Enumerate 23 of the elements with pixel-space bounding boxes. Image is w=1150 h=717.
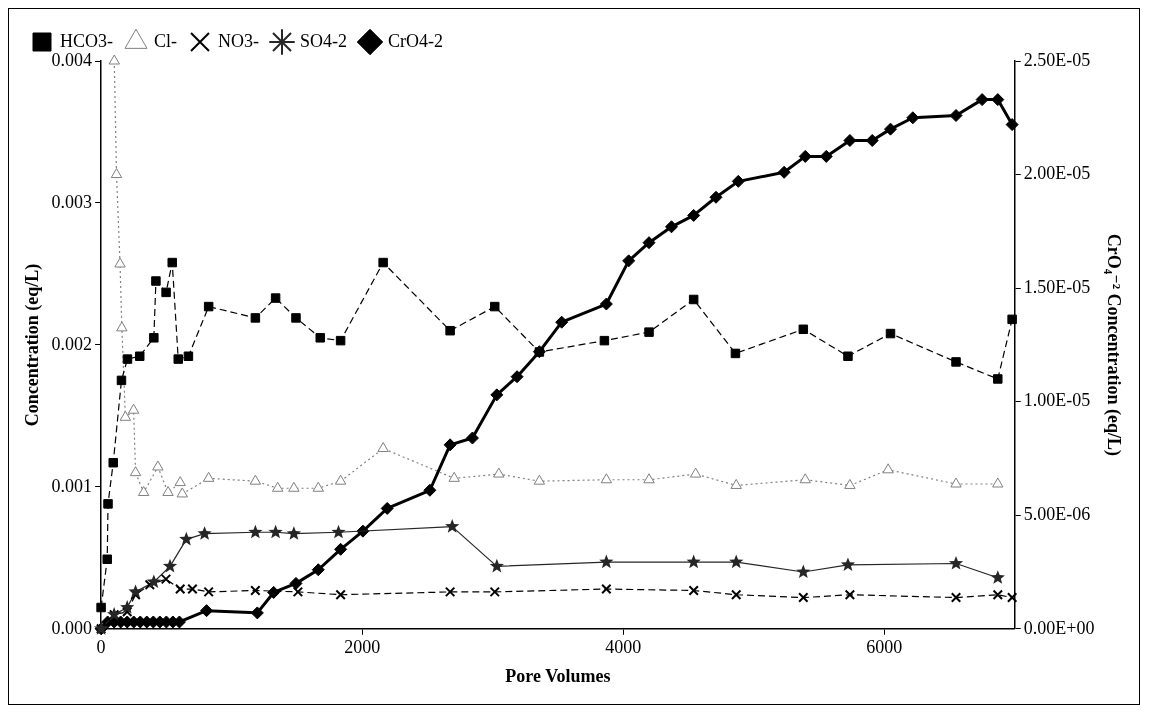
legend-label: CrO4-2 bbox=[388, 30, 443, 51]
x-tick-label: 0 bbox=[96, 637, 106, 658]
x-tick-label: 4000 bbox=[605, 637, 642, 658]
y2-tick-label: 1.00E-05 bbox=[1023, 390, 1091, 411]
legend-label: NO3- bbox=[218, 30, 259, 51]
y-tick-label: 0.002 bbox=[51, 333, 93, 354]
legend-label: Cl- bbox=[154, 30, 178, 51]
y2-tick-label: 5.00E-06 bbox=[1023, 503, 1091, 524]
x-tick-label: 2000 bbox=[344, 637, 381, 658]
y-tick-label: 0.000 bbox=[51, 617, 93, 638]
y-tick-label: 0.001 bbox=[51, 475, 93, 496]
legend-label: HCO3- bbox=[60, 30, 113, 51]
y2-tick-label: 0.00E+00 bbox=[1023, 617, 1095, 638]
y2-tick-label: 2.50E-05 bbox=[1023, 49, 1091, 70]
x-tick-label: 6000 bbox=[866, 637, 903, 658]
y-tick-label: 0.004 bbox=[51, 49, 93, 70]
x-axis-title: Pore Volumes bbox=[505, 665, 611, 686]
y-tick-label: 0.003 bbox=[51, 191, 93, 212]
legend-label: SO4-2 bbox=[299, 30, 348, 51]
y2-axis-title: CrO₄⁻² Concentration (eq/L) bbox=[1102, 233, 1124, 457]
y2-tick-label: 1.50E-05 bbox=[1023, 276, 1091, 297]
y-axis-title: Concentration (eq/L) bbox=[22, 263, 44, 427]
y2-tick-label: 2.00E-05 bbox=[1023, 163, 1091, 184]
